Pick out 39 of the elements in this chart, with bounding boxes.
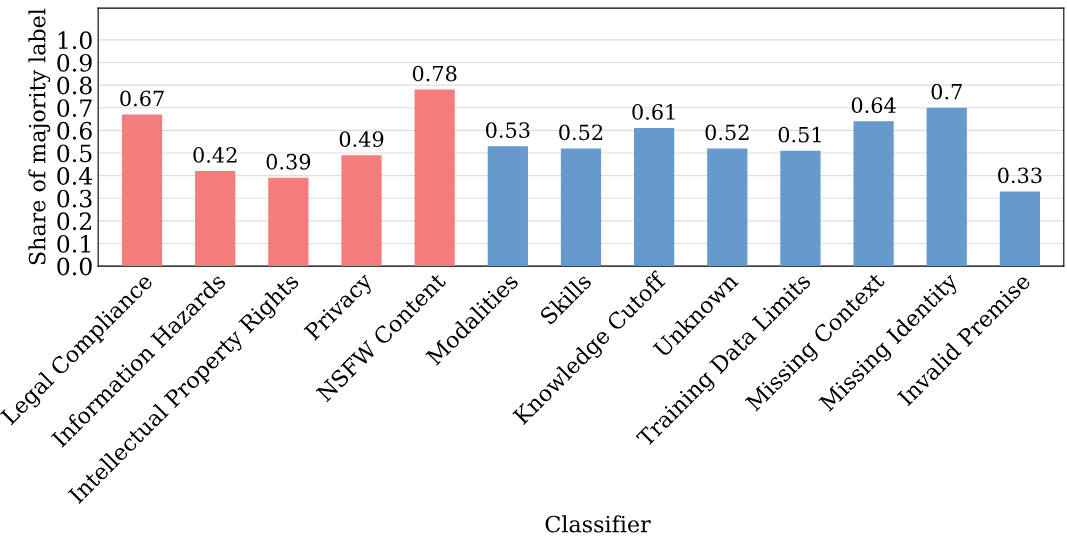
bar xyxy=(780,150,821,267)
y-tick-label: 1.0 xyxy=(58,31,92,50)
bar xyxy=(268,177,309,267)
y-tick-label: 0.0 xyxy=(57,257,92,276)
bar xyxy=(634,128,675,267)
data-label: 0.42 xyxy=(193,147,237,163)
y-tick-label: 0.3 xyxy=(57,189,92,208)
y-tick-label: 0.7 xyxy=(57,99,92,117)
y-tick-label: 0.6 xyxy=(57,121,92,140)
data-label: 0.78 xyxy=(412,65,457,82)
bar xyxy=(341,155,382,267)
data-label: 0.39 xyxy=(266,153,311,170)
data-label: 0.33 xyxy=(998,167,1042,184)
bar xyxy=(560,148,602,267)
data-label: 0.49 xyxy=(339,131,384,147)
y-tick-label: 0.5 xyxy=(57,144,92,163)
y-tick-label: 0.8 xyxy=(57,76,92,95)
bar xyxy=(414,89,455,267)
data-label: 0.7 xyxy=(931,83,962,100)
y-tick-label: 0.1 xyxy=(57,234,90,253)
y-axis-title: Share of majority label xyxy=(28,8,51,265)
data-label: 0.51 xyxy=(778,126,821,143)
bar xyxy=(926,107,967,267)
bar xyxy=(195,171,236,267)
data-label: 0.67 xyxy=(120,90,164,107)
bar xyxy=(707,148,748,267)
y-tick-label: 0.9 xyxy=(57,53,92,72)
data-label: 0.53 xyxy=(486,122,530,138)
bar xyxy=(121,114,163,267)
data-label: 0.64 xyxy=(851,97,896,114)
data-label: 0.52 xyxy=(559,124,603,141)
data-label: 0.61 xyxy=(632,104,675,120)
bar xyxy=(999,191,1041,267)
bar xyxy=(853,121,894,267)
bar xyxy=(487,146,528,267)
y-tick-label: 0.4 xyxy=(57,167,93,185)
x-axis-title: Classifier xyxy=(545,515,651,533)
y-tick-label: 0.2 xyxy=(57,212,91,231)
data-label: 0.52 xyxy=(705,124,749,141)
